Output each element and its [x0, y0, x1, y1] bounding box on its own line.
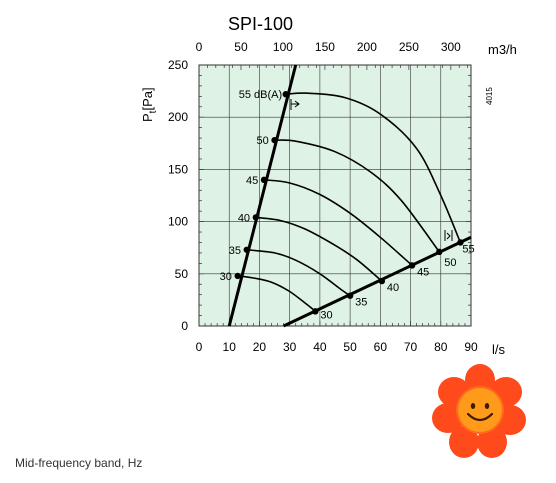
- curve-end-label: 35: [355, 297, 367, 309]
- figure-code: 4015: [485, 87, 494, 105]
- curve-start-point: [282, 91, 289, 98]
- curve-line: [285, 92, 462, 243]
- curve-points: [234, 91, 464, 315]
- curve-line: [255, 216, 383, 282]
- y-tick-label: 150: [168, 162, 188, 176]
- curve-start-point: [234, 272, 241, 280]
- curve-end-point: [378, 277, 386, 285]
- curve-end-point: [457, 239, 464, 246]
- bottom-axis-unit: l/s: [492, 342, 506, 357]
- x-tick-label: 50: [343, 340, 357, 354]
- x-tick-label: 60: [374, 340, 388, 354]
- curve-end-label: 50: [444, 257, 456, 269]
- min-limit-marker: [290, 99, 300, 110]
- curve-end-point: [408, 262, 416, 269]
- curve-line: [237, 275, 316, 313]
- max-limit-marker: [444, 230, 453, 241]
- top-tick-label: 200: [357, 40, 377, 54]
- top-tick-label: 50: [234, 40, 248, 54]
- smiley-flower-icon: [432, 364, 526, 458]
- tick-labels: 0 10 20 30 40 50 60 70 80 90 0 50 100 150 200 250 300 0 50…: [168, 40, 478, 354]
- x-tick-label: 90: [464, 340, 478, 354]
- top-tick-label: 300: [441, 40, 461, 54]
- x-tick-label: 70: [404, 340, 418, 354]
- curve-end-label: 45: [417, 266, 429, 278]
- x-tick-label: 10: [223, 340, 237, 354]
- curve-start-label: 45: [246, 175, 258, 187]
- curve-labels: 30 30 35 35 40 40 45 45 50 50 55 dB(A) 55: [220, 89, 475, 321]
- y-axis-label-p: P: [140, 113, 155, 122]
- top-tick-label: 250: [399, 40, 419, 54]
- chart-title: SPI-100: [228, 14, 293, 34]
- curve-start-point: [271, 136, 278, 144]
- curve-start-label: 35: [229, 245, 241, 257]
- curve-start-point: [260, 176, 268, 184]
- x-tick-label: 0: [196, 340, 203, 354]
- curve-end-point: [436, 248, 443, 256]
- top-axis-unit: m3/h: [488, 42, 517, 57]
- y-axis-label-sub: t: [148, 110, 159, 113]
- curve-start-label: 40: [238, 212, 250, 224]
- curve-end-label: 30: [320, 309, 332, 321]
- y-tick-label: 100: [168, 215, 188, 229]
- y-axis-label-unit: [Pa]: [140, 87, 155, 110]
- x-tick-label: 80: [434, 340, 448, 354]
- plot-area: [199, 65, 471, 326]
- curve-start-label: 55 dB(A): [239, 89, 282, 101]
- curve-line: [274, 139, 440, 253]
- curve-start-label: 50: [257, 135, 269, 147]
- curve-end-label: 40: [387, 282, 399, 294]
- curve-start-point: [252, 214, 260, 221]
- curve-line: [246, 249, 351, 297]
- curve-line: [263, 179, 413, 267]
- y-tick-label: 50: [175, 267, 189, 281]
- curve-end-label: 55: [462, 243, 474, 255]
- y-tick-label: 200: [168, 110, 188, 124]
- noise-curves: [237, 92, 462, 313]
- y-tick-label: 250: [168, 58, 188, 72]
- caption: Mid-frequency band, Hz: [15, 456, 143, 470]
- top-tick-label: 100: [273, 40, 293, 54]
- y-axis-label: Pt[Pa]: [140, 87, 159, 122]
- top-tick-label: 150: [315, 40, 335, 54]
- plot-frame: [198, 64, 472, 327]
- grid: [199, 65, 471, 326]
- x-tick-label: 30: [283, 340, 297, 354]
- curve-start-point: [243, 246, 250, 253]
- curve-start-label: 30: [220, 271, 232, 283]
- min-line: [227, 64, 298, 327]
- y-tick-label: 0: [181, 319, 188, 333]
- curve-end-point: [346, 292, 354, 299]
- top-tick-label: 0: [196, 40, 203, 54]
- x-tick-label: 40: [313, 340, 327, 354]
- x-tick-label: 20: [253, 340, 267, 354]
- curve-end-point: [312, 308, 319, 315]
